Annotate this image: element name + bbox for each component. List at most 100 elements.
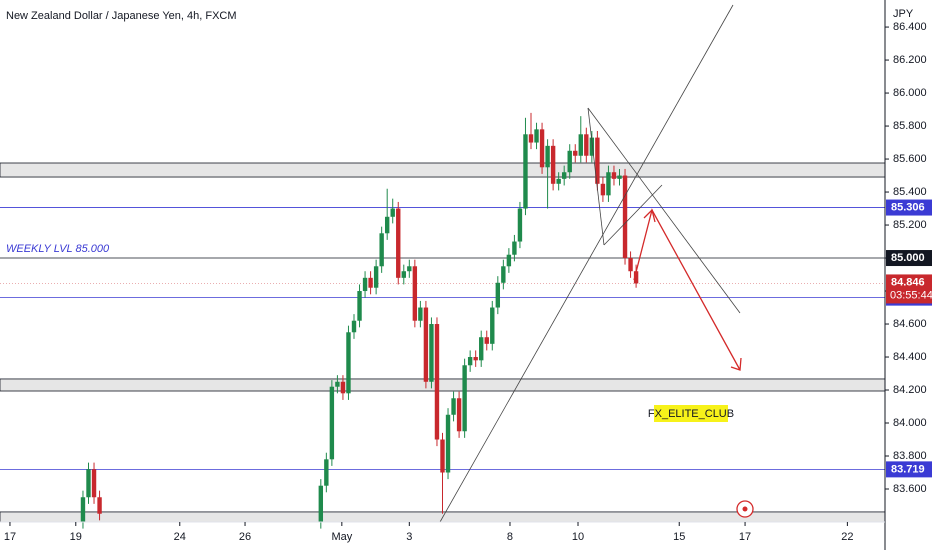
y-tick-label: 84.600 [893, 318, 927, 330]
annotation: FX_ELITE_CLUB [648, 408, 734, 420]
candle-body [611, 172, 617, 179]
candle-body [86, 469, 91, 498]
candle-body [384, 216, 390, 234]
drawings [439, 4, 754, 523]
candle-body [617, 175, 622, 179]
candle-body [578, 134, 583, 156]
candle-body [561, 172, 567, 179]
candle-body [401, 271, 406, 278]
x-tick-label: 8 [507, 531, 513, 543]
wedge-line [587, 107, 741, 314]
arrow-head [643, 208, 656, 223]
y-tick-label: 83.800 [893, 450, 927, 462]
countdown-label: 03:55:44 [890, 289, 932, 301]
candle-body [368, 277, 373, 288]
candle-body [528, 134, 534, 143]
candle-body [584, 134, 589, 156]
candle-body [495, 282, 501, 308]
last-price-box [886, 274, 932, 304]
candle-body [545, 145, 550, 168]
candle-body [418, 307, 423, 321]
axis-labels: 83.600 83.800 84.000 84.200 84.400 84.600 84.8… [4, 21, 932, 543]
y-tick-label: 84.400 [893, 351, 927, 363]
y-tick-label: 85.800 [893, 120, 927, 132]
x-tick-label: 17 [4, 531, 16, 543]
candle-body [628, 258, 633, 272]
candle-body [429, 324, 434, 382]
candle-body [517, 208, 523, 242]
y-tick-label: 84.000 [893, 417, 927, 429]
y-tick-label: 83.600 [893, 483, 927, 495]
candle-body [633, 271, 639, 284]
candle-body [357, 291, 362, 321]
candle-body [324, 459, 329, 486]
candle-body [80, 497, 86, 522]
candle-body [445, 414, 451, 473]
level-label-box [886, 250, 932, 267]
y-tick-label: 84.200 [893, 384, 927, 396]
candle-body [600, 183, 606, 196]
x-tick-label: 10 [572, 531, 584, 543]
candle-body [329, 386, 335, 460]
candle-body [589, 137, 595, 156]
y-tick-label: 86.000 [893, 87, 927, 99]
wedge-line [603, 184, 663, 246]
level-label: 85.306 [891, 201, 925, 213]
candle-body [467, 357, 473, 366]
candle-body [318, 485, 324, 522]
candle-body [351, 320, 357, 333]
candle-body [490, 307, 495, 344]
y-tick-label: 86.200 [893, 54, 927, 66]
arrow-head [730, 357, 742, 371]
y-tick-label: 85.400 [893, 186, 927, 198]
candle-body [379, 233, 384, 267]
candle-body [396, 208, 401, 278]
candle-body [456, 398, 462, 432]
candle-body [451, 398, 456, 415]
candle-body [534, 129, 539, 143]
event-marker-dot [742, 506, 748, 512]
candle-body [556, 178, 561, 184]
x-tick-label: 26 [239, 531, 251, 543]
candle-body [484, 337, 489, 344]
x-tick-label: 24 [174, 531, 186, 543]
level-label-box [886, 199, 932, 216]
candle-body [501, 266, 506, 283]
candle-body [423, 307, 429, 382]
candle-body [97, 497, 102, 514]
x-tick-label: 15 [673, 531, 685, 543]
y-tick-label: 86.400 [893, 21, 927, 33]
candle-body [407, 266, 412, 272]
x-tick-label: 19 [70, 531, 82, 543]
candle-body [523, 134, 528, 209]
candle-body [340, 381, 346, 394]
zone [0, 162, 886, 178]
chart-title: New Zealand Dollar / Japanese Yen, 4h, F… [6, 10, 237, 22]
candle-body [373, 266, 379, 288]
candle-body [412, 266, 418, 321]
candle-body [346, 332, 351, 394]
candle-body [606, 172, 611, 196]
x-tick-label: May [331, 531, 352, 543]
candle-body [440, 439, 445, 473]
y-tick-label: 85.600 [893, 153, 927, 165]
wedge-line [587, 107, 605, 246]
candle-body [539, 129, 545, 168]
candle-body [462, 365, 467, 432]
candle-body [390, 208, 395, 217]
annotation-box [654, 405, 728, 422]
candle-body [573, 150, 578, 156]
candle-body [567, 150, 572, 173]
level-label-box [886, 461, 932, 478]
level-label: 83.719 [891, 463, 925, 475]
currency-label: JPY [893, 8, 914, 20]
candle-body [362, 277, 368, 292]
last-price-label: 84.846 [891, 276, 925, 288]
candle-body [506, 254, 512, 267]
candle-body [595, 137, 600, 184]
candle-body [479, 337, 484, 361]
level-label: 85.000 [891, 252, 925, 264]
candle-body [550, 145, 556, 184]
